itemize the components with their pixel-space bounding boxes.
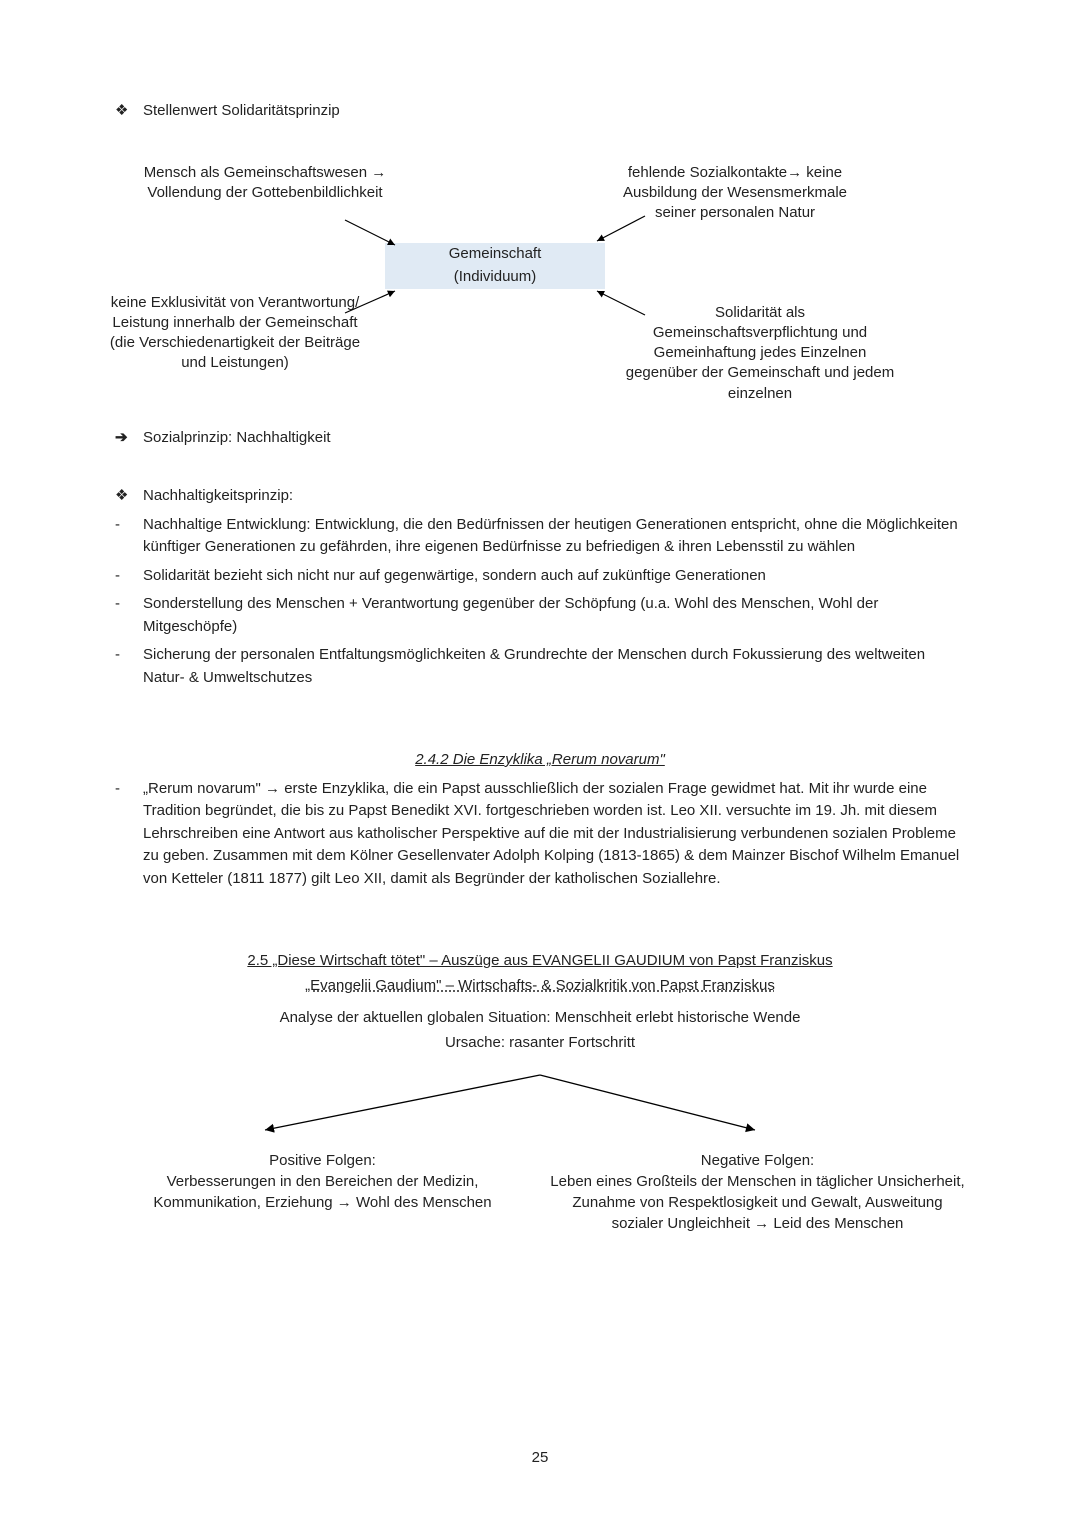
diamond-icon: ❖ xyxy=(115,485,143,508)
dash-icon: - xyxy=(115,514,143,559)
list-item-text: Sonderstellung des Menschen + Verantwort… xyxy=(143,593,965,638)
list-item: -Nachhaltige Entwicklung: Entwicklung, d… xyxy=(115,514,965,559)
section-242-title: 2.4.2 Die Enzyklika „Rerum novarum" xyxy=(115,749,965,772)
diagram-top-left: Mensch als Gemeinschaftswesen → Vollendu… xyxy=(135,163,395,204)
negative-title: Negative Folgen: xyxy=(550,1150,965,1171)
arrow-br-icon xyxy=(585,283,655,323)
diamond-icon: ❖ xyxy=(115,100,143,123)
consequences-columns: Positive Folgen: Verbesserungen in den B… xyxy=(115,1150,965,1234)
positive-title: Positive Folgen: xyxy=(115,1150,530,1171)
dash-icon: - xyxy=(115,778,143,891)
dash-icon: - xyxy=(115,644,143,689)
arrow-tr-icon xyxy=(585,211,655,251)
split-arrows-icon xyxy=(115,1060,965,1150)
diagram-bottom-right: Solidarität als Gemeinschaftsverpflichtu… xyxy=(625,303,895,404)
paragraph-text: „Rerum novarum" → erste Enzyklika, die e… xyxy=(143,778,965,891)
solidarity-diagram: Mensch als Gemeinschaftswesen → Vollendu… xyxy=(115,133,965,423)
list-item: -Sonderstellung des Menschen + Verantwor… xyxy=(115,593,965,638)
list-item-text: Sicherung der personalen Entfaltungsmögl… xyxy=(143,644,965,689)
positive-body: Verbesserungen in den Bereichen der Medi… xyxy=(115,1171,530,1213)
page-number: 25 xyxy=(0,1447,1080,1470)
arrow-tl-icon xyxy=(340,215,410,255)
section-25-title-line2: „Evangelii Gaudium" – Wirtschafts- & Soz… xyxy=(115,975,965,998)
analysis-line2: Ursache: rasanter Fortschritt xyxy=(115,1032,965,1055)
section-25-title-line1: 2.5 „Diese Wirtschaft tötet" – Auszüge a… xyxy=(115,950,965,973)
list-item-text: Nachhaltige Entwicklung: Entwicklung, di… xyxy=(143,514,965,559)
list-item: -Sicherung der personalen Entfaltungsmög… xyxy=(115,644,965,689)
dash-icon: - xyxy=(115,593,143,638)
bullet-text: Stellenwert Solidaritätsprinzip xyxy=(143,100,965,123)
rerum-paragraph: - „Rerum novarum" → erste Enzyklika, die… xyxy=(115,778,965,891)
bullet-text: Nachhaltigkeitsprinzip: xyxy=(143,485,965,508)
dash-icon: - xyxy=(115,565,143,588)
analysis-line1: Analyse der aktuellen globalen Situation… xyxy=(115,1007,965,1030)
central-line2: (Individuum) xyxy=(385,266,605,289)
diagram-bottom-left: keine Exklusivität von Verantwortung/ Le… xyxy=(105,293,365,374)
bullet-stellenwert: ❖ Stellenwert Solidaritätsprinzip xyxy=(115,100,965,123)
bullet-sozialprinzip: ➔ Sozialprinzip: Nachhaltigkeit xyxy=(115,427,965,450)
split-diagram xyxy=(115,1060,965,1150)
list-item: -Solidarität bezieht sich nicht nur auf … xyxy=(115,565,965,588)
bullet-text: Sozialprinzip: Nachhaltigkeit xyxy=(143,427,965,450)
arrow-bl-icon xyxy=(340,281,410,321)
list-item-text: Solidarität bezieht sich nicht nur auf g… xyxy=(143,565,965,588)
negative-column: Negative Folgen: Leben eines Großteils d… xyxy=(550,1150,965,1234)
positive-column: Positive Folgen: Verbesserungen in den B… xyxy=(115,1150,530,1234)
nachhaltigkeit-list: -Nachhaltige Entwicklung: Entwicklung, d… xyxy=(115,514,965,690)
arrow-right-icon: ➔ xyxy=(115,427,143,450)
negative-body: Leben eines Großteils der Menschen in tä… xyxy=(550,1171,965,1234)
bullet-nachhaltigkeit: ❖ Nachhaltigkeitsprinzip: xyxy=(115,485,965,508)
diagram-central-box: Gemeinschaft (Individuum) xyxy=(385,243,605,289)
central-line1: Gemeinschaft xyxy=(385,243,605,266)
